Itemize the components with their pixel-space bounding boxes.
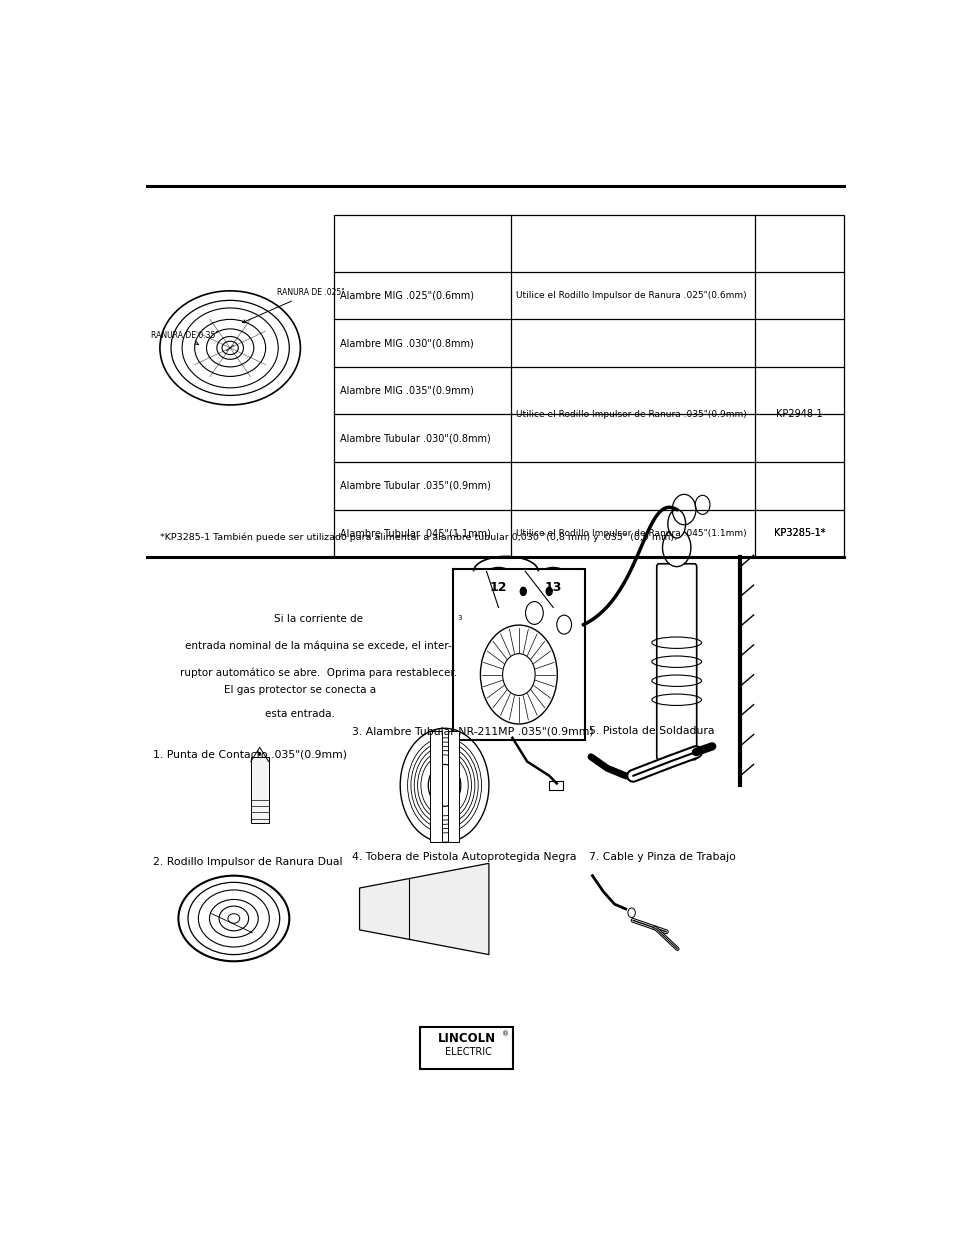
Ellipse shape	[477, 568, 518, 608]
FancyBboxPatch shape	[656, 563, 696, 760]
FancyBboxPatch shape	[419, 1026, 513, 1068]
Bar	[334, 215, 842, 557]
Bar	[429, 731, 441, 842]
Bar	[549, 781, 562, 790]
Text: 5. Pistola de Soldadura: 5. Pistola de Soldadura	[588, 726, 714, 736]
Text: 1. Punta de Contacto .035"(0.9mm): 1. Punta de Contacto .035"(0.9mm)	[152, 750, 346, 760]
Text: KP3285-1*: KP3285-1*	[773, 529, 824, 538]
Circle shape	[519, 587, 526, 597]
Text: ruptor automático se abre.  Oprima para restablecer.: ruptor automático se abre. Oprima para r…	[180, 667, 456, 678]
Text: Alambre MIG .025"(0.6mm): Alambre MIG .025"(0.6mm)	[339, 290, 473, 300]
Text: 4. Tobera de Pistola Autoprotegida Negra: 4. Tobera de Pistola Autoprotegida Negra	[352, 852, 576, 862]
Text: RANURA DE .025": RANURA DE .025"	[242, 288, 344, 322]
Text: El gas protector se conecta a: El gas protector se conecta a	[224, 685, 376, 695]
Text: LINCOLN: LINCOLN	[437, 1031, 496, 1045]
Text: 12: 12	[489, 580, 507, 594]
Text: 3. Alambre Tubular NR-211MP .035"(0.9mm): 3. Alambre Tubular NR-211MP .035"(0.9mm)	[352, 726, 593, 736]
Text: Alambre Tubular .035"(0.9mm): Alambre Tubular .035"(0.9mm)	[339, 480, 490, 490]
Text: Alambre MIG .030"(0.8mm): Alambre MIG .030"(0.8mm)	[339, 338, 473, 348]
Polygon shape	[359, 863, 488, 955]
Bar	[251, 757, 269, 824]
Text: ELECTRIC: ELECTRIC	[444, 1046, 491, 1057]
Text: Alambre Tubular .045"(1.1mm): Alambre Tubular .045"(1.1mm)	[339, 529, 490, 538]
Ellipse shape	[222, 341, 238, 354]
Bar	[447, 731, 459, 842]
Text: Utilice el Rodillo Impulsor de Ranura .025"(0.6mm): Utilice el Rodillo Impulsor de Ranura .0…	[515, 291, 745, 300]
Text: 7. Cable y Pinza de Trabajo: 7. Cable y Pinza de Trabajo	[588, 852, 735, 862]
Text: RANURA DE 0.35": RANURA DE 0.35"	[151, 331, 218, 345]
Ellipse shape	[661, 529, 690, 567]
Ellipse shape	[228, 914, 239, 924]
Text: 13: 13	[544, 580, 561, 594]
FancyBboxPatch shape	[453, 569, 584, 740]
Text: KP2948-1: KP2948-1	[776, 410, 821, 420]
Text: Alambre Tubular .030"(0.8mm): Alambre Tubular .030"(0.8mm)	[339, 433, 490, 443]
Text: ®: ®	[501, 1031, 508, 1037]
Text: Si la corriente de: Si la corriente de	[274, 614, 363, 624]
Circle shape	[502, 653, 535, 695]
Text: esta entrada.: esta entrada.	[265, 709, 335, 719]
Text: Utilice el Rodillo Impulsor de Ranura .045"(1.1mm): Utilice el Rodillo Impulsor de Ranura .0…	[515, 529, 745, 537]
Circle shape	[545, 587, 553, 597]
Circle shape	[258, 752, 261, 756]
Ellipse shape	[533, 568, 573, 608]
Text: KP3285-1*: KP3285-1*	[773, 529, 824, 538]
Text: Alambre MIG .035"(0.9mm): Alambre MIG .035"(0.9mm)	[339, 385, 473, 395]
Text: entrada nominal de la máquina se excede, el inter-: entrada nominal de la máquina se excede,…	[185, 641, 452, 651]
Ellipse shape	[667, 510, 685, 538]
Text: 2. Rodillo Impulsor de Ranura Dual: 2. Rodillo Impulsor de Ranura Dual	[152, 857, 342, 867]
Text: 3: 3	[457, 615, 462, 621]
Text: *KP3285-1 También puede ser utilizado para alimentar a alambre tubular 0,030 "(0: *KP3285-1 También puede ser utilizado pa…	[160, 532, 677, 542]
Text: Utilice el Rodillo Impulsor de Ranura .035"(0.9mm): Utilice el Rodillo Impulsor de Ranura .0…	[515, 410, 745, 419]
